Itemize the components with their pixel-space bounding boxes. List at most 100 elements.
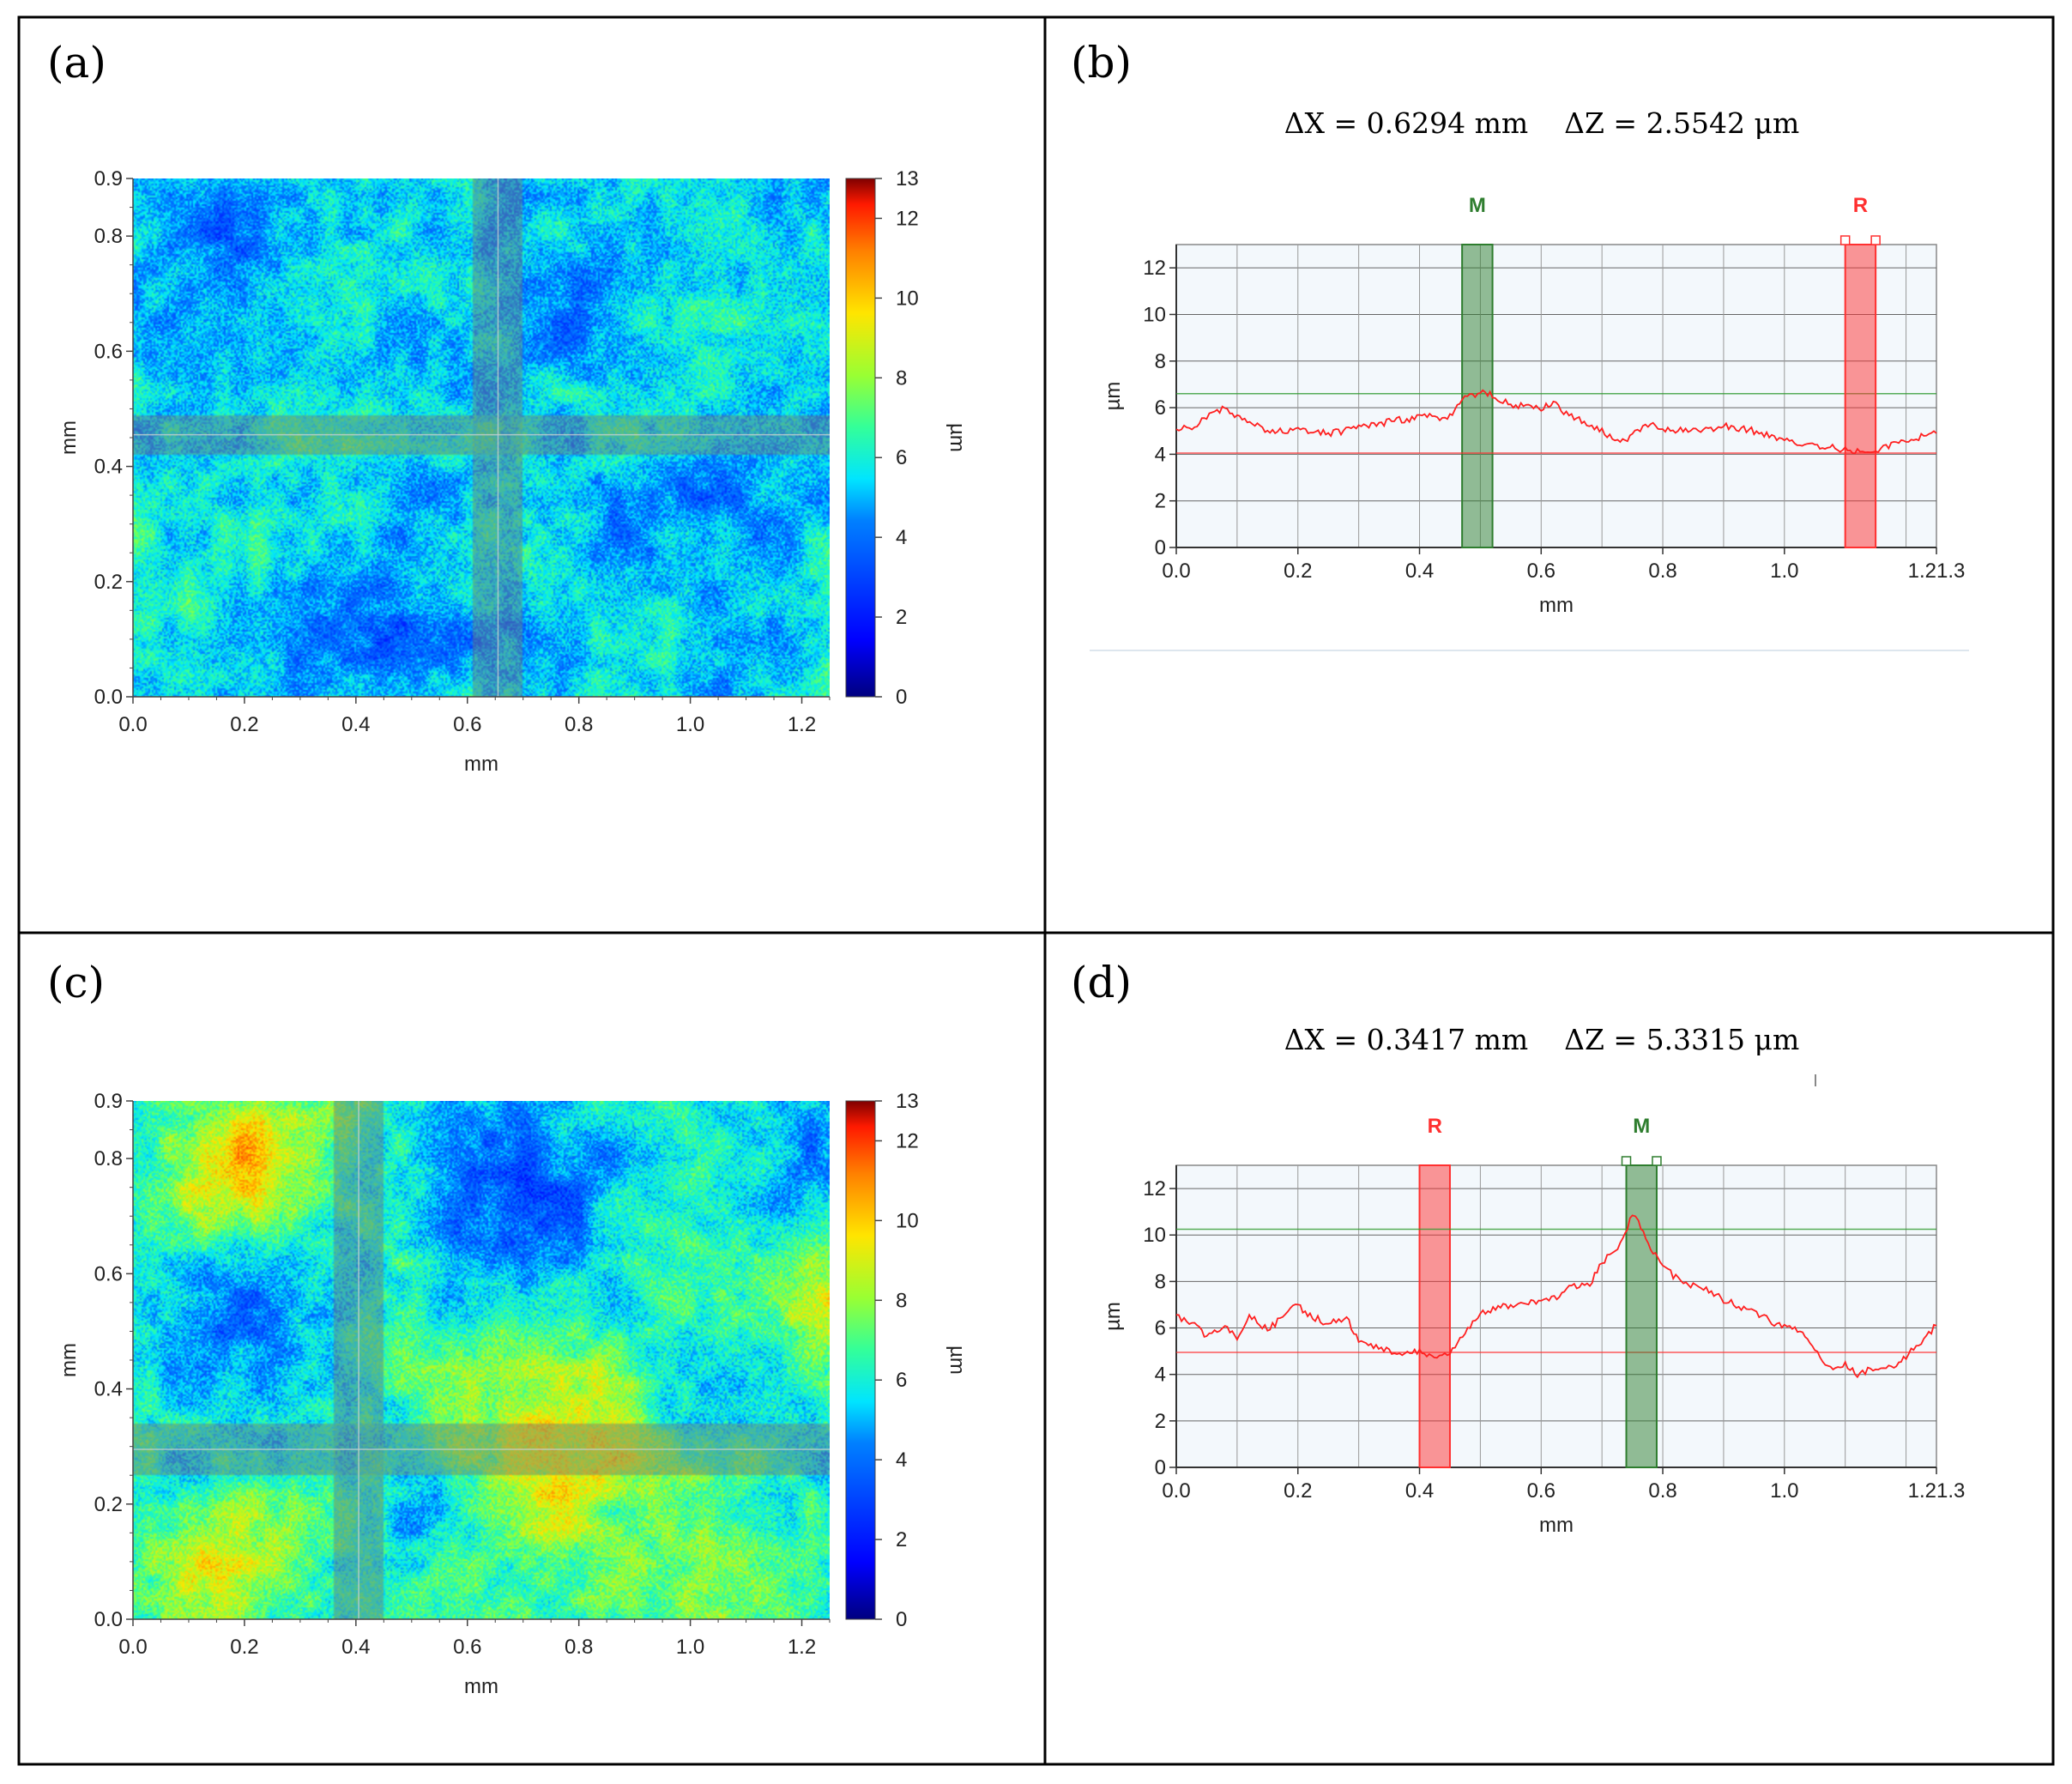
- y-tick-label: 6: [1155, 396, 1166, 420]
- y-tick-label: 10: [1143, 303, 1166, 326]
- profile-chart-b: M R 0.0 0.2 0.4 0.6 0.8 1.0 1.21.3 0 2 4 6 8 10 12 mm µm: [1102, 194, 1965, 617]
- colorbar-tick-label: 8: [896, 1289, 907, 1312]
- heatmap-a-surface: [133, 178, 830, 697]
- colorbar-tick-label: 6: [896, 1369, 907, 1392]
- measurement-readout-b: ΔX = 0.6294 mm ΔZ = 2.5542 μm: [1284, 106, 1800, 140]
- y-tick-label: 8: [1155, 350, 1166, 373]
- x-tick-label: 0.4: [341, 713, 370, 736]
- x-tick-label: 0.0: [1162, 559, 1190, 583]
- colorbar-tick-label: 10: [896, 1209, 919, 1232]
- marker-label-R: R: [1428, 1115, 1442, 1138]
- figure-frame: [17, 15, 2055, 1766]
- x-tick-label: 0.8: [565, 1636, 593, 1659]
- marker-label-M: M: [1633, 1115, 1650, 1138]
- x-tick-label: 0.8: [1648, 1479, 1676, 1503]
- heatmap-chart-c: 0.0 0.2 0.4 0.6 0.8 1.0 1.2 0.0 0.2 0.4 0.6 0.8 0.9 m…: [57, 1090, 969, 1698]
- panel-label-a: (a): [47, 38, 106, 88]
- y-tick-label: 6: [1155, 1317, 1166, 1340]
- y-axis-label: mm: [57, 1343, 81, 1377]
- y-tick-label: 4: [1155, 443, 1166, 466]
- colorbar-tick-label: 6: [896, 446, 907, 469]
- y-tick-label: 2: [1155, 490, 1166, 513]
- x-tick-label: 0.2: [1284, 1479, 1312, 1503]
- colorbar-tick-label: 10: [896, 287, 919, 310]
- x-tick-label: 0.6: [453, 1636, 481, 1659]
- colorbar-tick-label: 12: [896, 207, 919, 230]
- y-axis-label: µm: [1102, 1302, 1125, 1331]
- x-axis-label: mm: [1539, 594, 1574, 617]
- y-tick-label: 8: [1155, 1270, 1166, 1293]
- y-tick-label: 0.6: [94, 340, 123, 363]
- y-tick-label: 0.2: [94, 571, 123, 594]
- x-tick-label: 1.2: [788, 713, 816, 736]
- y-tick-label: 4: [1155, 1364, 1166, 1387]
- y-tick-label: 0.6: [94, 1262, 123, 1285]
- x-tick-label: 0.2: [230, 713, 258, 736]
- colorbar-tick-label: 13: [896, 1090, 919, 1113]
- plot-area: [1175, 244, 1937, 548]
- colorbar-tick-label: 4: [896, 1448, 907, 1472]
- x-axis-label: mm: [464, 753, 498, 776]
- y-tick-label: 10: [1143, 1224, 1166, 1247]
- x-tick-label: 0.4: [341, 1636, 370, 1659]
- x-tick-label: 0.2: [1284, 559, 1312, 583]
- colorbar-tick-label: 13: [896, 167, 919, 190]
- colorbar-tick-label: 2: [896, 1528, 907, 1551]
- y-tick-label: 0.8: [94, 225, 123, 248]
- panel-label-c: (c): [47, 958, 105, 1007]
- marker-band-R: [1844, 244, 1877, 548]
- x-tick-label: 0.0: [1162, 1479, 1190, 1503]
- x-tick-label: 0.8: [565, 713, 593, 736]
- x-tick-label: 0.6: [453, 713, 481, 736]
- y-tick-label: 0: [1155, 536, 1166, 559]
- x-axis-label: mm: [464, 1675, 498, 1698]
- profile-series-line: [1175, 389, 1937, 455]
- colorbar-a: [845, 178, 876, 698]
- measurement-readout-d: ΔX = 0.3417 mm ΔZ = 5.3315 μm: [1284, 1023, 1800, 1056]
- heatmap-chart-a: 0.0 0.2 0.4 0.6 0.8 1.0 1.2 0.0 0.2 0.4 0.6 0.8 0.9 m…: [57, 167, 969, 776]
- colorbar-tick-label: 12: [896, 1129, 919, 1152]
- y-tick-label: 0.8: [94, 1147, 123, 1170]
- x-tick-label: 1.0: [676, 1636, 704, 1659]
- x-tick-label: 0.8: [1648, 559, 1676, 583]
- marker-label-M: M: [1469, 194, 1486, 217]
- colorbar-tick-label: 2: [896, 606, 907, 629]
- plot-area: [1175, 1164, 1937, 1468]
- y-axis-label: mm: [57, 420, 81, 455]
- marker-handle: [1652, 1156, 1662, 1166]
- panel-label-b: (b): [1071, 38, 1132, 88]
- y-tick-label: 0.0: [94, 686, 123, 709]
- x-tick-label: 1.0: [1770, 1479, 1798, 1503]
- profile-series-line: [1175, 1214, 1937, 1379]
- x-tick-label: 1.2: [788, 1636, 816, 1659]
- y-tick-label: 0.4: [94, 1378, 123, 1401]
- y-tick-label: 0.9: [94, 167, 123, 190]
- y-tick-label: 0: [1155, 1456, 1166, 1479]
- x-tick-label: 0.0: [118, 1636, 147, 1659]
- y-tick-label: 12: [1143, 1177, 1166, 1200]
- x-tick-label: 0.6: [1527, 559, 1556, 583]
- marker-handle: [1870, 235, 1881, 245]
- x-tick-label: 1.0: [1770, 559, 1798, 583]
- x-tick-label: 0.6: [1527, 1479, 1556, 1503]
- marker-band-R: [1418, 1164, 1451, 1468]
- colorbar-label: µm: [945, 423, 969, 452]
- colorbar-c: [845, 1100, 876, 1620]
- panel-label-d: (d): [1071, 958, 1132, 1007]
- marker-label-R: R: [1853, 194, 1868, 217]
- x-tick-label: 1.21.3: [1908, 559, 1966, 583]
- colorbar-label: µm: [945, 1346, 969, 1375]
- x-tick-label: 1.0: [676, 713, 704, 736]
- x-axis-label: mm: [1539, 1514, 1574, 1537]
- colorbar-tick-label: 8: [896, 366, 907, 390]
- marker-band-M: [1625, 1164, 1658, 1468]
- colorbar-tick-label: 4: [896, 526, 907, 549]
- y-tick-label: 0.4: [94, 456, 123, 479]
- y-tick-label: 0.0: [94, 1608, 123, 1631]
- x-tick-label: 0.4: [1405, 1479, 1434, 1503]
- y-tick-label: 2: [1155, 1410, 1166, 1433]
- heatmap-c-surface: [133, 1101, 830, 1619]
- y-tick-label: 0.9: [94, 1090, 123, 1113]
- marker-handle: [1621, 1156, 1632, 1166]
- y-tick-label: 0.2: [94, 1493, 123, 1516]
